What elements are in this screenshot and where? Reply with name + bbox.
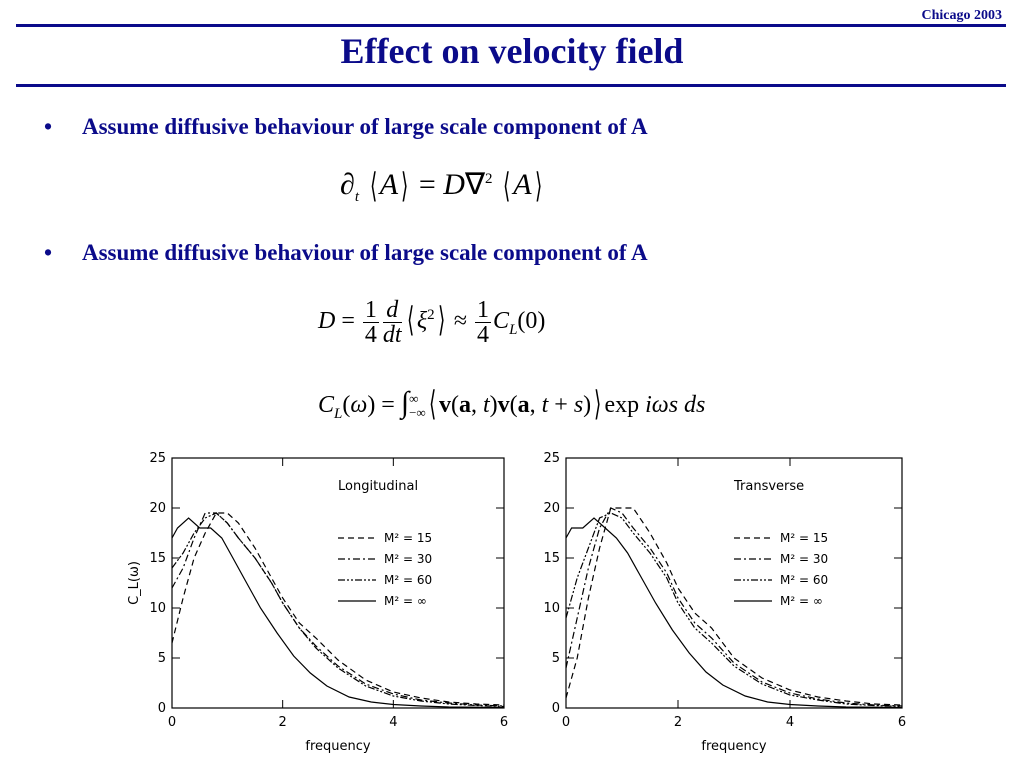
x-tick-label: 2 bbox=[279, 715, 287, 730]
series-line bbox=[171, 512, 505, 706]
plot-frame bbox=[171, 457, 505, 709]
diffusion-equation: ∂t ⟨A⟩ = D∇2 ⟨A⟩ bbox=[340, 168, 542, 205]
legend-label: M² = 60 bbox=[384, 573, 432, 587]
slide-title: Effect on velocity field bbox=[340, 31, 684, 71]
cl-definition-equation: CL(ω) = ∫ ∞ −∞ ⟨ v(a, t)v(a, t + s)⟩ exp iωs … bbox=[318, 386, 706, 423]
y-tick-label: 25 bbox=[543, 451, 560, 466]
legend-label: M² = 60 bbox=[780, 573, 828, 587]
x-tick-label: 6 bbox=[500, 715, 508, 730]
bullet-dot: • bbox=[44, 240, 53, 265]
legend-label: M² = 30 bbox=[384, 552, 432, 566]
series-line bbox=[171, 512, 505, 707]
conference-tag: Chicago 2003 bbox=[921, 8, 1003, 23]
bullet-2: • Assume diffusive behaviour of large sca… bbox=[44, 240, 648, 266]
legend-label: M² = ∞ bbox=[780, 594, 823, 608]
y-tick-label: 10 bbox=[543, 601, 560, 616]
top-rule bbox=[16, 24, 1006, 27]
x-tick-label: 2 bbox=[674, 715, 682, 730]
series-line bbox=[171, 512, 505, 708]
legend-label: M² = ∞ bbox=[384, 594, 427, 608]
series-line bbox=[565, 507, 903, 707]
y-tick-label: 10 bbox=[149, 601, 166, 616]
series-line bbox=[565, 517, 903, 709]
y-tick-label: 15 bbox=[543, 551, 560, 566]
y-axis-label: C_L(ω) bbox=[127, 561, 142, 605]
x-tick-label: 0 bbox=[168, 715, 176, 730]
x-tick-label: 4 bbox=[786, 715, 794, 730]
series-line bbox=[565, 512, 903, 708]
x-axis-label: frequency bbox=[701, 739, 767, 754]
bullet-dot: • bbox=[44, 114, 53, 139]
chart-title: Transverse bbox=[733, 479, 804, 494]
y-tick-label: 20 bbox=[149, 501, 166, 516]
transverse-chart: 0 2 4 6 0 5 10 15 20 25 frequency Transverse M² = 15… bbox=[543, 451, 906, 754]
x-tick-label: 0 bbox=[562, 715, 570, 730]
x-axis-label: frequency bbox=[305, 739, 371, 754]
title-rule bbox=[16, 84, 1006, 87]
y-tick-label: 5 bbox=[158, 651, 166, 666]
x-tick-label: 6 bbox=[898, 715, 906, 730]
chart-title: Longitudinal bbox=[338, 479, 418, 494]
series-line bbox=[565, 507, 903, 706]
legend-label: M² = 15 bbox=[780, 531, 828, 545]
bullet-2-text: Assume diffusive behaviour of large scal… bbox=[82, 240, 648, 265]
d-definition-equation: D = 1 4 d dt ⟨ ξ2⟩ ≈ 1 4 CL(0) bbox=[318, 297, 546, 348]
longitudinal-chart: 0 2 4 6 0 5 10 15 20 25 frequency C_L(ω) Longitudina… bbox=[127, 451, 508, 754]
y-tick-label: 20 bbox=[543, 501, 560, 516]
x-tick-label: 4 bbox=[389, 715, 397, 730]
legend-label: M² = 15 bbox=[384, 531, 432, 545]
legend-label: M² = 30 bbox=[780, 552, 828, 566]
bullet-1: • Assume diffusive behaviour of large sca… bbox=[44, 114, 648, 140]
bullet-1-text: Assume diffusive behaviour of large scal… bbox=[82, 114, 648, 139]
y-tick-label: 5 bbox=[552, 651, 560, 666]
y-tick-label: 0 bbox=[552, 701, 560, 716]
y-tick-label: 0 bbox=[158, 701, 166, 716]
plot-frame bbox=[565, 457, 903, 709]
y-tick-label: 15 bbox=[149, 551, 166, 566]
series-line bbox=[171, 517, 505, 709]
y-tick-label: 25 bbox=[149, 451, 166, 466]
